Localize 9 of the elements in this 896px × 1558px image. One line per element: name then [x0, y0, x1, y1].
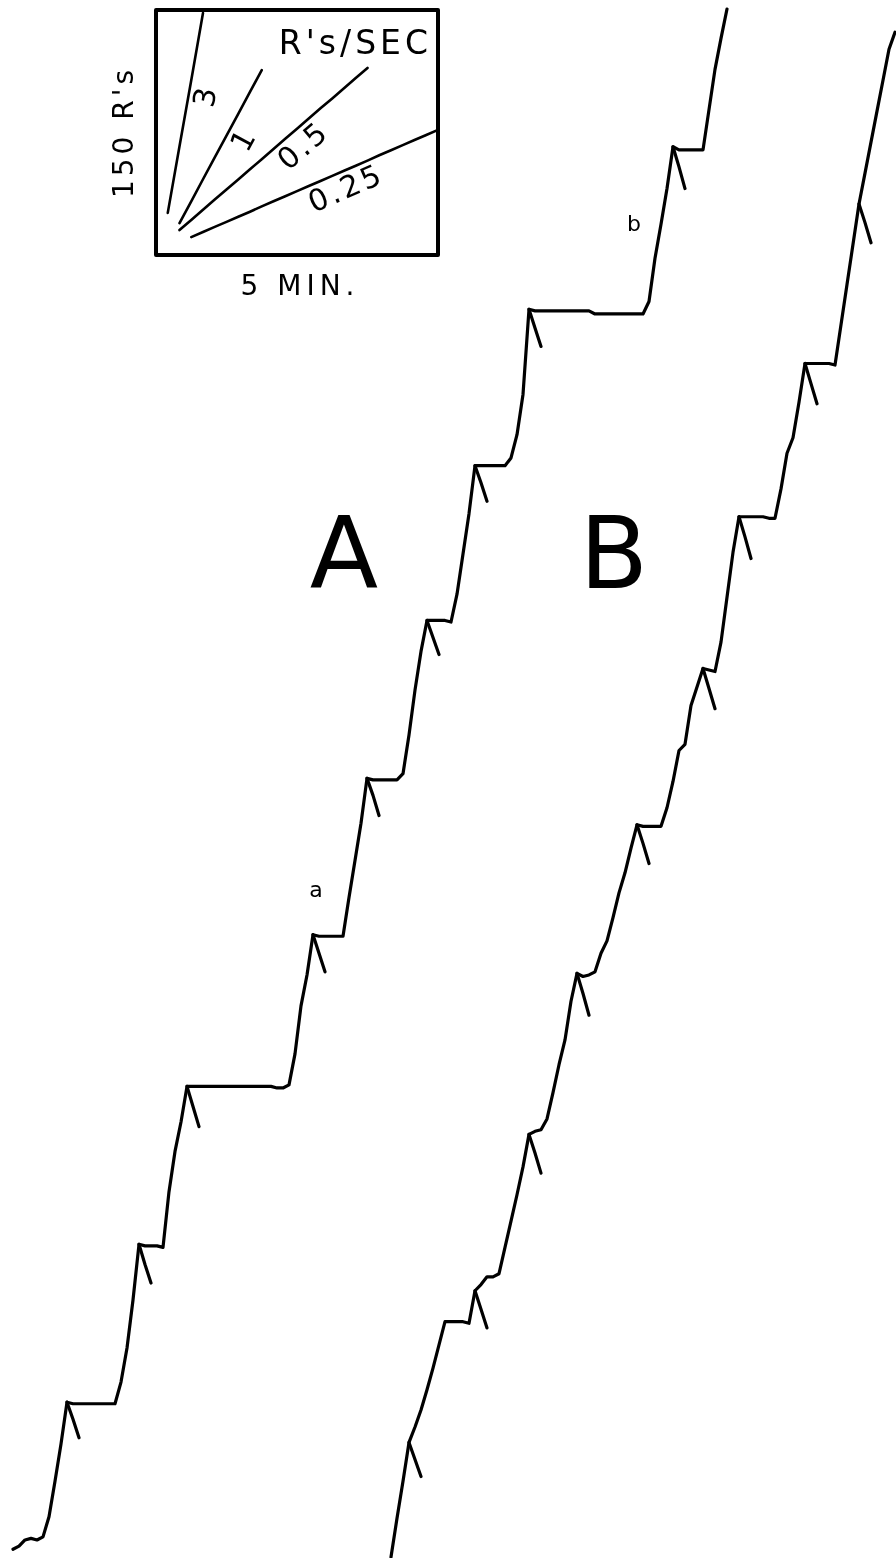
- y-axis-title: 150 R's: [107, 65, 141, 199]
- annotation: a: [309, 876, 323, 902]
- text: 3: [185, 81, 225, 110]
- annotation: R's/SEC: [278, 22, 432, 62]
- text: 1: [222, 121, 264, 158]
- x-axis-title: 5 MIN.: [240, 269, 360, 303]
- series-label: A: [309, 494, 379, 612]
- series-label: B: [579, 494, 649, 612]
- annotation: b: [627, 210, 641, 236]
